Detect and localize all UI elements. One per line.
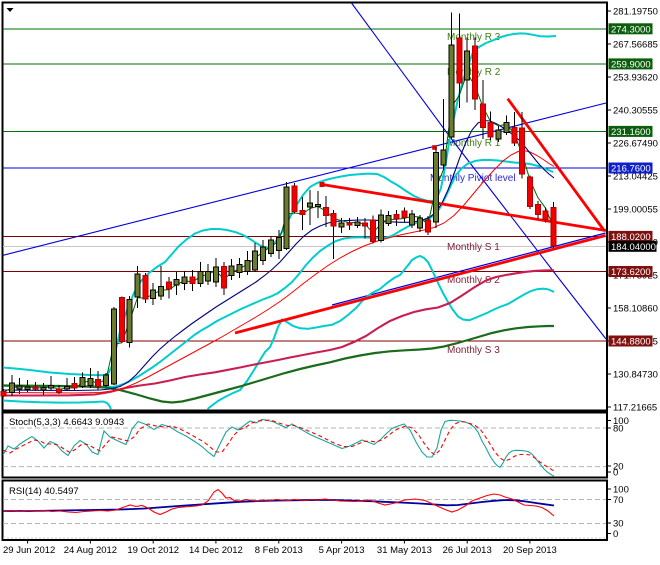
svg-text:80: 80 bbox=[613, 424, 624, 435]
svg-text:199.00055: 199.00055 bbox=[613, 205, 658, 216]
svg-text:0: 0 bbox=[613, 468, 618, 479]
svg-text:Monthly Pivjot level: Monthly Pivjot level bbox=[430, 173, 516, 184]
svg-text:144.8800: 144.8800 bbox=[611, 337, 651, 348]
svg-text:188.0200: 188.0200 bbox=[611, 232, 651, 243]
svg-text:173.6200: 173.6200 bbox=[611, 267, 651, 278]
svg-text:158.10860: 158.10860 bbox=[613, 304, 658, 315]
svg-text:Monthly S 3: Monthly S 3 bbox=[447, 345, 500, 356]
svg-text:Stoch(5,3,3) 4.6643 9.0943: Stoch(5,3,3) 4.6643 9.0943 bbox=[9, 417, 124, 428]
svg-text:253.93620: 253.93620 bbox=[613, 73, 658, 84]
svg-text:19 Oct 2012: 19 Oct 2012 bbox=[127, 545, 179, 556]
svg-text:184.04000: 184.04000 bbox=[611, 242, 656, 253]
svg-text:274.3000: 274.3000 bbox=[611, 24, 651, 35]
svg-text:130.84730: 130.84730 bbox=[613, 370, 658, 381]
svg-text:Monthly R 1: Monthly R 1 bbox=[447, 138, 501, 149]
svg-text:30: 30 bbox=[613, 519, 624, 530]
svg-text:20 Sep 2013: 20 Sep 2013 bbox=[503, 545, 557, 556]
svg-text:0: 0 bbox=[613, 529, 618, 540]
svg-text:31 May 2013: 31 May 2013 bbox=[377, 545, 432, 556]
svg-text:26 Jul 2013: 26 Jul 2013 bbox=[443, 545, 492, 556]
svg-text:70: 70 bbox=[613, 495, 624, 506]
svg-text:14 Dec 2012: 14 Dec 2012 bbox=[189, 545, 243, 556]
svg-text:5 Apr 2013: 5 Apr 2013 bbox=[319, 545, 365, 556]
svg-text:100: 100 bbox=[613, 485, 629, 496]
svg-text:213.04425: 213.04425 bbox=[613, 172, 658, 183]
svg-text:240.30555: 240.30555 bbox=[613, 106, 658, 117]
svg-text:216.7600: 216.7600 bbox=[611, 164, 651, 175]
svg-text:100: 100 bbox=[613, 416, 629, 427]
svg-text:267.56685: 267.56685 bbox=[613, 40, 658, 51]
svg-text:226.67490: 226.67490 bbox=[613, 139, 658, 150]
svg-text:29 Jun 2012: 29 Jun 2012 bbox=[3, 545, 55, 556]
svg-text:281.19750: 281.19750 bbox=[613, 7, 658, 18]
svg-text:Monthly S 1: Monthly S 1 bbox=[447, 242, 500, 253]
svg-text:Monthly S 2: Monthly S 2 bbox=[447, 275, 500, 286]
svg-text:231.1600: 231.1600 bbox=[611, 127, 651, 138]
svg-text:20: 20 bbox=[613, 462, 624, 473]
svg-text:8 Feb 2013: 8 Feb 2013 bbox=[255, 545, 303, 556]
svg-text:259.9000: 259.9000 bbox=[611, 59, 651, 70]
svg-text:RSI(14) 40.5497: RSI(14) 40.5497 bbox=[9, 486, 79, 497]
svg-text:117.21665: 117.21665 bbox=[613, 403, 657, 414]
svg-text:24 Aug 2012: 24 Aug 2012 bbox=[64, 545, 117, 556]
svg-text:Monthly R 3: Monthly R 3 bbox=[447, 32, 501, 43]
